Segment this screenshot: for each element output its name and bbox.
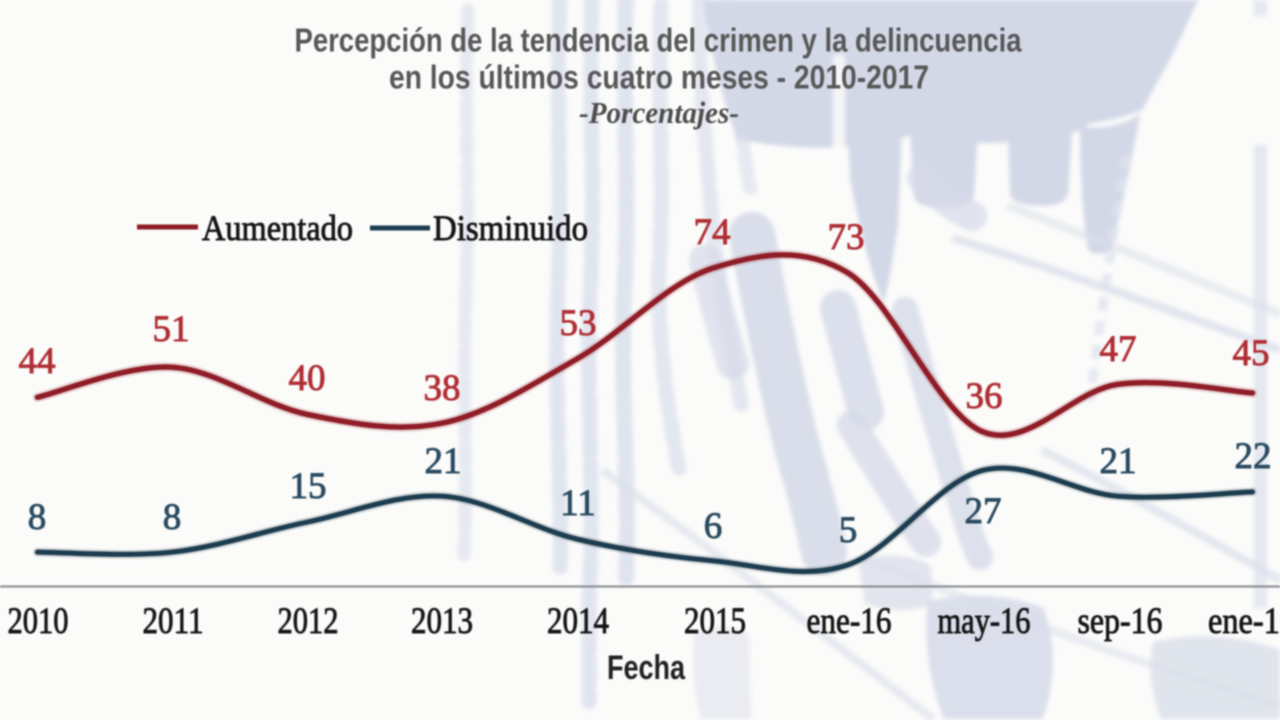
svg-text:Percepción de la tendencia del: Percepción de la tendencia del crimen y …	[295, 22, 1023, 59]
svg-text:44: 44	[19, 341, 56, 382]
svg-text:Aumentado: Aumentado	[202, 208, 353, 248]
svg-text:47: 47	[1100, 329, 1137, 370]
svg-text:2015: 2015	[684, 601, 746, 642]
svg-text:ene-16: ene-16	[807, 601, 892, 642]
svg-text:38: 38	[424, 368, 461, 409]
svg-text:2012: 2012	[278, 601, 339, 642]
svg-text:6: 6	[704, 506, 723, 547]
svg-text:27: 27	[965, 491, 1002, 532]
svg-text:45: 45	[1233, 333, 1270, 374]
svg-text:74: 74	[694, 212, 731, 253]
svg-text:2013: 2013	[411, 601, 473, 642]
svg-text:73: 73	[828, 217, 865, 258]
svg-text:2011: 2011	[143, 601, 204, 642]
svg-text:21: 21	[425, 441, 462, 482]
svg-text:sep-16: sep-16	[1078, 601, 1163, 642]
svg-text:2014: 2014	[547, 601, 609, 642]
svg-text:-Porcentajes-: -Porcentajes-	[579, 95, 739, 130]
svg-text:8: 8	[163, 497, 182, 538]
svg-text:51: 51	[153, 309, 190, 350]
svg-text:40: 40	[289, 358, 326, 399]
svg-text:21: 21	[1100, 441, 1137, 482]
svg-text:en los últimos cuatro meses -: en los últimos cuatro meses - 2010-2017	[389, 59, 929, 96]
svg-text:Disminuido: Disminuido	[433, 208, 588, 248]
svg-text:15: 15	[290, 466, 327, 507]
svg-text:ene-17: ene-17	[1208, 601, 1280, 642]
svg-text:36: 36	[966, 376, 1003, 417]
svg-text:5: 5	[839, 510, 858, 551]
svg-text:Fecha: Fecha	[607, 649, 686, 687]
svg-text:53: 53	[560, 303, 597, 344]
svg-text:may-16: may-16	[938, 601, 1031, 642]
svg-text:11: 11	[560, 483, 596, 524]
svg-text:8: 8	[28, 497, 47, 538]
svg-text:2010: 2010	[8, 601, 69, 642]
svg-text:22: 22	[1235, 436, 1272, 477]
